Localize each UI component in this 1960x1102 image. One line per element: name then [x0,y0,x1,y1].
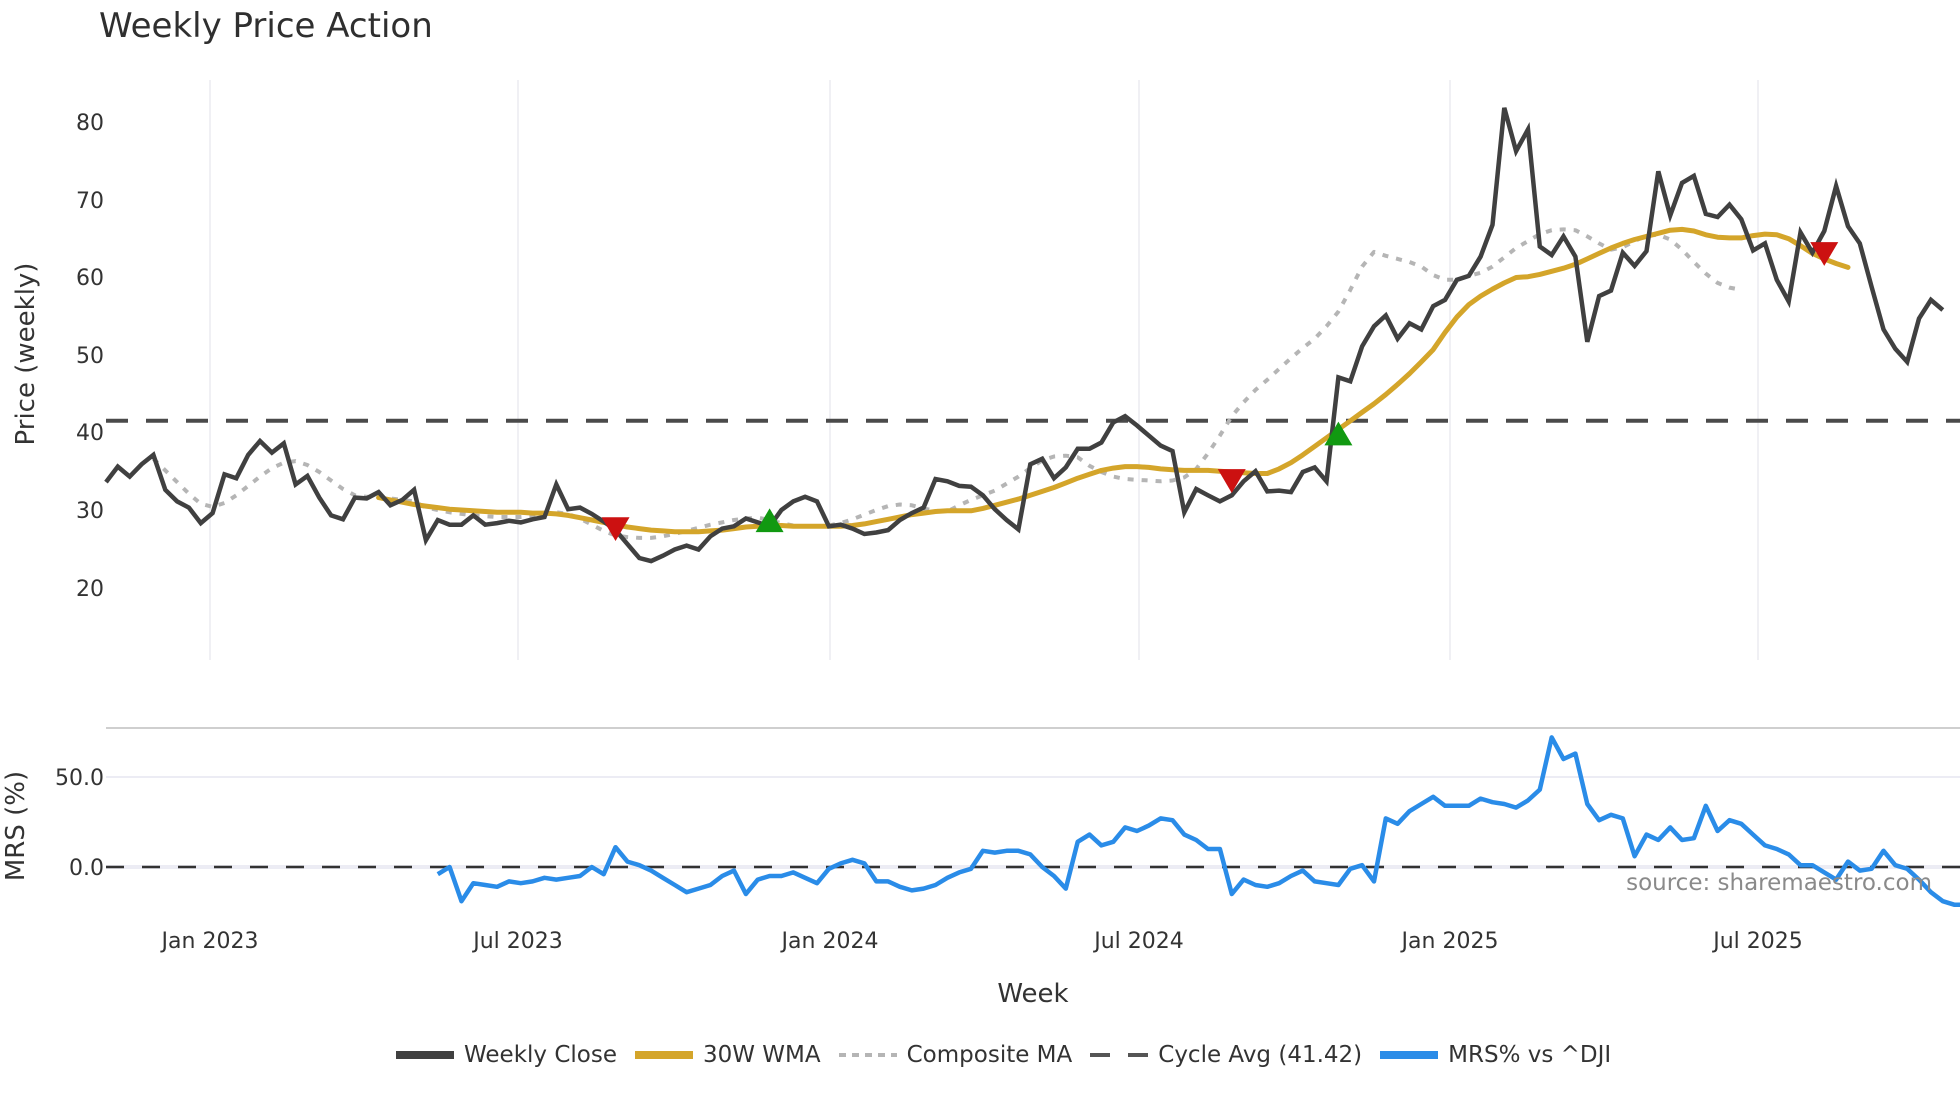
legend-item-cycle-avg[interactable]: Cycle Avg (41.42) [1090,1042,1362,1068]
composite-ma-line [152,227,1742,540]
weekly-close-line [104,107,1945,564]
legend-label: Weekly Close [464,1042,617,1068]
solid-line-icon [634,1051,693,1059]
price-ytick: 70 [76,189,104,214]
legend-label: MRS% vs ^DJI [1448,1042,1612,1068]
mrs-ytick: 0.0 [69,856,104,881]
price-ytick: 50 [76,344,104,369]
xtick-jul-2024: Jul 2024 [1092,929,1184,954]
buy-signal-icon [755,508,784,533]
legend-label: 30W WMA [702,1042,821,1068]
signal-markers [601,242,1839,542]
sell-signal-icon [601,517,630,542]
x-axis-title: Week [997,979,1068,1009]
dotted-line-icon [838,1053,897,1057]
source-annotation: source: sharemaestro.com [1626,870,1932,896]
price-y-axis-title: Price (weekly) [11,263,41,446]
legend-item-weekly-close[interactable]: Weekly Close [396,1042,617,1068]
legend-item-30w-wma[interactable]: 30W WMA [634,1042,821,1068]
mrs-line [436,735,1960,908]
solid-line-icon [1380,1051,1439,1059]
price-y-ticks: 80 70 60 50 40 30 20 [76,111,104,602]
xtick-jan-2023: Jan 2023 [160,929,259,954]
mrs-ytick: 50.0 [55,766,104,791]
xtick-jul-2023: Jul 2023 [471,929,563,954]
mrs-y-axis-title: MRS (%) [1,771,31,881]
legend-label: Composite MA [906,1042,1073,1068]
price-ytick: 20 [76,577,104,602]
dashed-line-icon [1090,1053,1149,1057]
xtick-jul-2025: Jul 2025 [1711,929,1803,954]
vertical-gridlines [209,80,1759,660]
xtick-jan-2024: Jan 2024 [780,929,879,954]
legend: Weekly Close 30W WMA Composite MA Cycle … [396,1036,1611,1074]
xtick-jan-2025: Jan 2025 [1400,929,1499,954]
legend-item-mrs[interactable]: MRS% vs ^DJI [1380,1042,1611,1068]
price-ytick: 80 [76,111,104,136]
solid-line-icon [396,1051,454,1059]
chart-title: Weekly Price Action [99,6,433,46]
buy-signal-icon [1324,421,1353,446]
sell-signal-icon [1810,242,1839,266]
price-ytick: 60 [76,266,104,291]
sell-signal-icon [1217,469,1246,493]
wma-30w-line [376,226,1851,535]
x-axis-ticks: Jan 2023 Jul 2023 Jan 2024 Jul 2024 Jan … [160,929,1803,954]
legend-item-composite-ma[interactable]: Composite MA [838,1042,1073,1068]
price-ytick: 40 [76,421,104,446]
price-ytick: 30 [76,499,104,524]
legend-label: Cycle Avg (41.42) [1158,1042,1363,1068]
